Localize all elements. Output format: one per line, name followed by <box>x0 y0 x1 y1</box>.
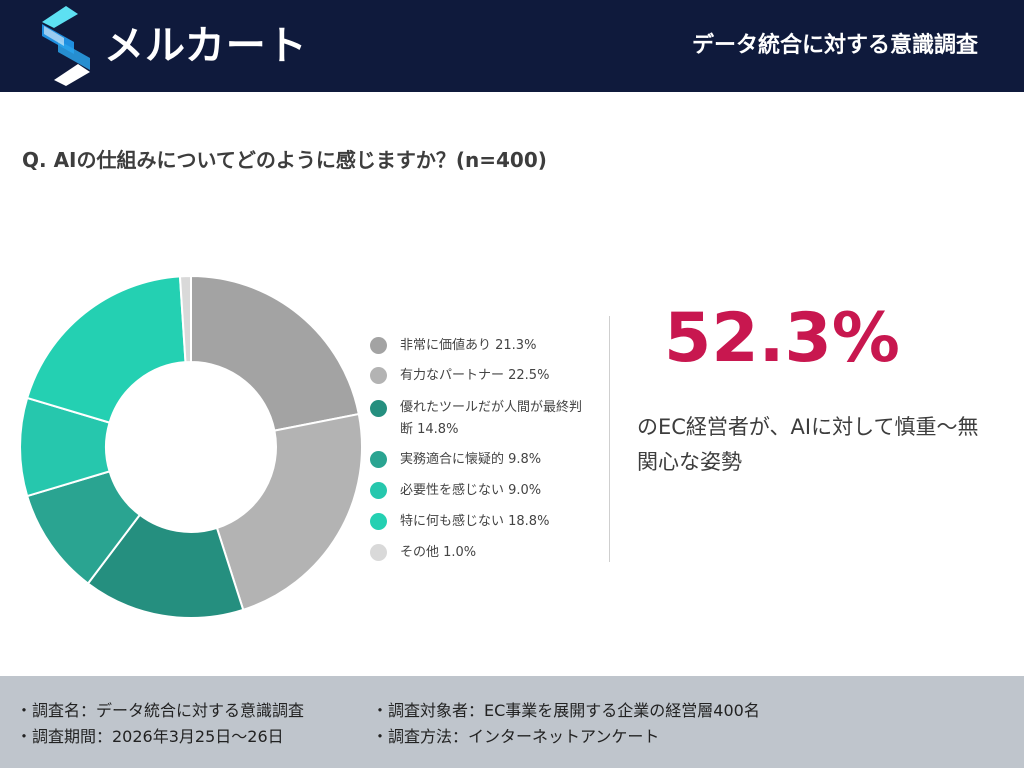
legend-label: 有力なパートナー 22.5% <box>400 368 550 383</box>
legend-swatch <box>370 482 387 499</box>
divider <box>609 316 610 562</box>
slice-no-feeling <box>25 275 187 424</box>
question-title: Q. AIの仕組みについてどのように感じますか？(n=400) <box>22 148 547 172</box>
legend-swatch <box>370 400 387 417</box>
legend-label: 必要性を感じない 9.0% <box>400 483 542 498</box>
report-title: データ統合に対する意識調査 <box>691 33 978 58</box>
brand-logo-icon <box>42 6 90 86</box>
highlight-description: のEC経営者が、AIに対して慎重〜無関心な姿勢 <box>637 415 979 474</box>
survey-period: ・調査期間：2026年3月25日〜26日 <box>16 727 284 746</box>
slice-other <box>178 274 192 364</box>
survey-footer: ・調査名：データ統合に対する意識調査 ・調査対象者：EC事業を展開する企業の経営… <box>0 676 1024 768</box>
legend-label: その他 1.0% <box>400 545 477 560</box>
survey-method: ・調査方法：インターネットアンケート <box>372 727 660 746</box>
legend-swatch <box>370 367 387 384</box>
donut-chart <box>19 274 363 619</box>
brand-name: メルカート <box>104 23 308 69</box>
header-bar: メルカート データ統合に対する意識調査 <box>0 0 1024 92</box>
legend-label: 特に何も感じない 18.8% <box>400 514 550 529</box>
legend-swatch <box>370 451 387 468</box>
legend-label: 優れたツールだが人間が最終判断 14.8% <box>400 400 583 437</box>
legend-label: 実務適合に懐疑的 9.8% <box>400 452 542 467</box>
legend-swatch <box>370 337 387 354</box>
highlight-percentage: 52.3% <box>664 299 900 378</box>
legend-swatch <box>370 513 387 530</box>
survey-target: ・調査対象者：EC事業を展開する企業の経営層400名 <box>372 701 760 720</box>
slice-human-final-judgment <box>86 513 245 619</box>
survey-name: ・調査名：データ統合に対する意識調査 <box>16 701 305 720</box>
slice-strong-partner <box>215 412 363 612</box>
slice-very-valuable <box>190 274 360 432</box>
legend-label: 非常に価値あり 21.3% <box>400 338 537 353</box>
legend-swatch <box>370 544 387 561</box>
